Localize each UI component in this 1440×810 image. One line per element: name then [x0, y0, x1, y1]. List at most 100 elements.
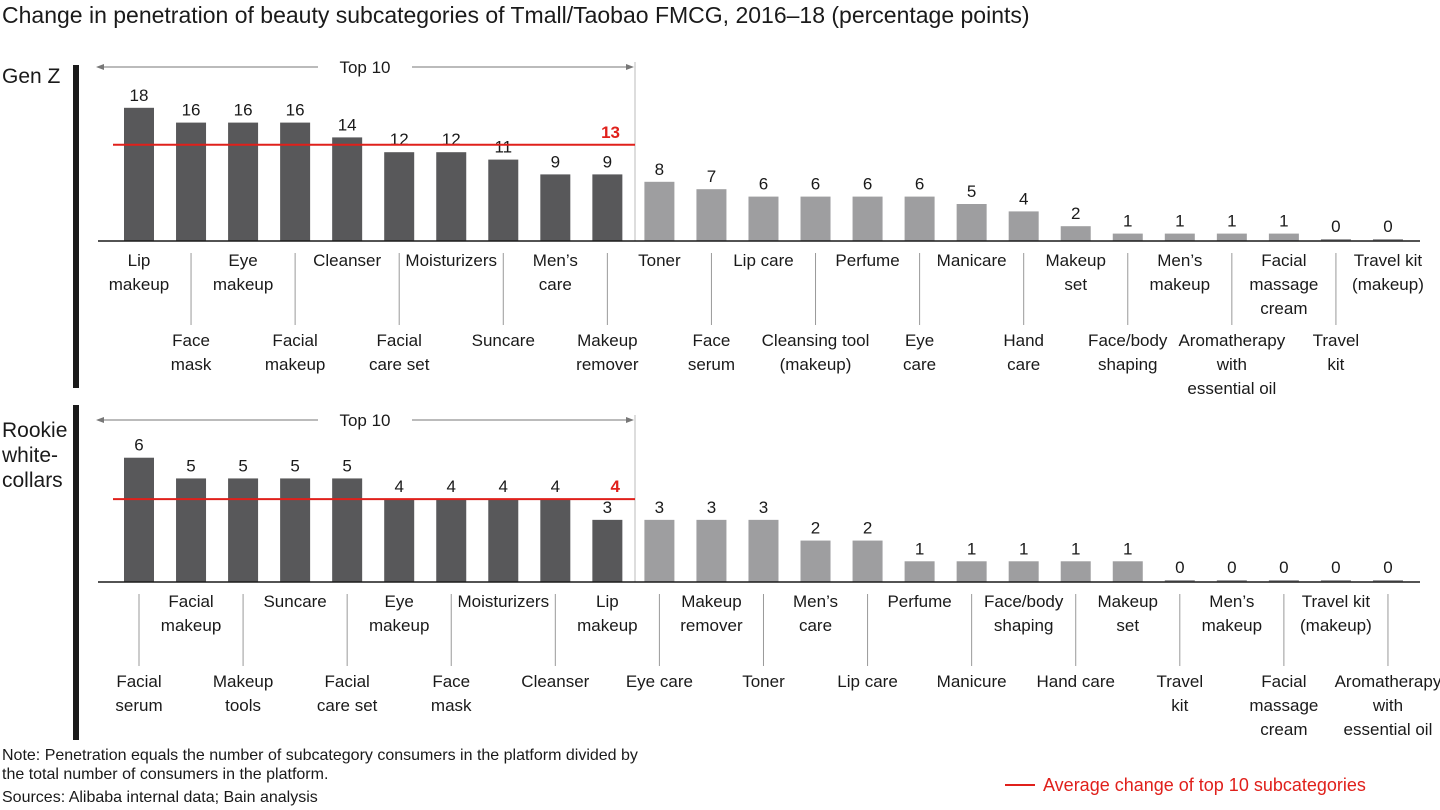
bar: [956, 561, 987, 582]
bar: [800, 196, 831, 241]
bar: [800, 540, 831, 582]
value-label: 7: [707, 167, 716, 186]
bar: [1372, 580, 1403, 582]
value-label: 9: [603, 152, 612, 171]
x-tick-label: Eye makeup: [212, 251, 274, 294]
x-tick-label: Face/body shaping: [983, 592, 1064, 635]
x-tick-label: Toner: [638, 251, 681, 270]
x-tick-label: Hand care: [1036, 672, 1115, 691]
value-label: 0: [1227, 558, 1236, 577]
value-label: 1: [1071, 539, 1080, 558]
value-label: 3: [655, 498, 664, 517]
bar: [332, 478, 363, 582]
bar: [1112, 561, 1143, 582]
value-label: 3: [603, 498, 612, 517]
value-label: 16: [286, 101, 305, 120]
value-label: 16: [234, 101, 253, 120]
value-label: 0: [1331, 558, 1340, 577]
value-label: 0: [1331, 217, 1340, 236]
note: Note: Penetration equals the number of s…: [2, 747, 638, 764]
value-label: 12: [390, 130, 409, 149]
x-tick-label: Men’s makeup: [1149, 251, 1211, 294]
value-label: 6: [759, 175, 768, 194]
x-tick-label: Men’s care: [532, 251, 578, 294]
chart-title: Change in penetration of beauty subcateg…: [2, 2, 1030, 28]
bar: [176, 478, 207, 582]
bar: [124, 107, 154, 241]
bar: [540, 499, 571, 582]
bar: [748, 196, 779, 241]
note: the total number of consumers in the pla…: [2, 766, 329, 783]
value-label: 0: [1383, 217, 1392, 236]
x-tick-label: Facial makeup: [264, 331, 326, 374]
x-tick-label: Facial care set: [368, 331, 430, 374]
bar: [1372, 239, 1403, 241]
value-label: 1: [1123, 212, 1132, 231]
bar: [384, 152, 415, 241]
x-tick-label: Makeup remover: [576, 331, 639, 374]
x-tick-label: Makeup remover: [680, 592, 743, 635]
x-tick-label: Aromatherapy with essential oil: [1334, 672, 1440, 739]
x-tick-label: Men’s care: [792, 592, 839, 635]
value-label: 4: [499, 477, 508, 496]
value-label: 2: [811, 519, 820, 538]
value-label: 5: [342, 456, 351, 475]
bracket-arrow: [96, 64, 104, 70]
value-label: 1: [915, 539, 924, 558]
value-label: 0: [1175, 558, 1184, 577]
bar: [1060, 561, 1091, 582]
bar: [1060, 226, 1091, 241]
x-tick-label: Facial makeup: [160, 592, 222, 635]
bar: [852, 540, 883, 582]
value-label: 18: [130, 86, 149, 105]
bar: [1268, 580, 1299, 582]
x-tick-label: Eye makeup: [368, 592, 430, 635]
x-tick-label: Lip makeup: [108, 251, 170, 294]
bar: [1008, 211, 1039, 241]
x-tick-label: Cleanser: [313, 251, 382, 270]
value-label: 2: [863, 519, 872, 538]
bracket-label: Top 10: [339, 58, 390, 77]
value-label: 1: [967, 539, 976, 558]
bar: [488, 499, 519, 582]
x-tick-label: Manicure: [936, 672, 1007, 691]
bar: [592, 519, 623, 582]
value-label: 9: [551, 152, 560, 171]
x-tick-label: Perfume: [887, 592, 952, 611]
x-tick-label: Manicare: [936, 251, 1007, 270]
value-label: 4: [447, 477, 456, 496]
value-label: 8: [655, 160, 664, 179]
value-label: 4: [551, 477, 560, 496]
bar: [1112, 233, 1143, 241]
value-label: 1: [1279, 212, 1288, 231]
value-label: 12: [442, 130, 461, 149]
x-tick-label: Travel kit: [1312, 331, 1360, 374]
x-tick-label: Moisturizers: [457, 592, 550, 611]
x-tick-label: Face serum: [687, 331, 736, 374]
bar: [644, 519, 675, 582]
value-label: 11: [494, 138, 512, 157]
bar: [904, 561, 935, 582]
x-tick-label: Suncare: [471, 331, 535, 350]
bar: [1268, 233, 1299, 241]
bar: [384, 499, 415, 582]
x-tick-label: Moisturizers: [405, 251, 498, 270]
value-label: 6: [863, 175, 872, 194]
value-label: 4: [1019, 189, 1028, 208]
bar: [436, 152, 467, 241]
value-label: 5: [186, 456, 195, 475]
bar: [280, 122, 311, 241]
panel-label: Gen Z: [2, 65, 61, 88]
x-tick-label: Lip makeup: [577, 592, 638, 635]
x-tick-label: Face mask: [430, 672, 472, 715]
x-tick-label: Toner: [742, 672, 785, 691]
value-label: 1: [1019, 539, 1028, 558]
bar: [1164, 233, 1195, 241]
bar: [1008, 561, 1039, 582]
value-label: 1: [1227, 212, 1236, 231]
value-label: 0: [1383, 558, 1392, 577]
x-tick-label: Hand care: [1003, 331, 1044, 374]
panel-rule: [73, 405, 79, 740]
